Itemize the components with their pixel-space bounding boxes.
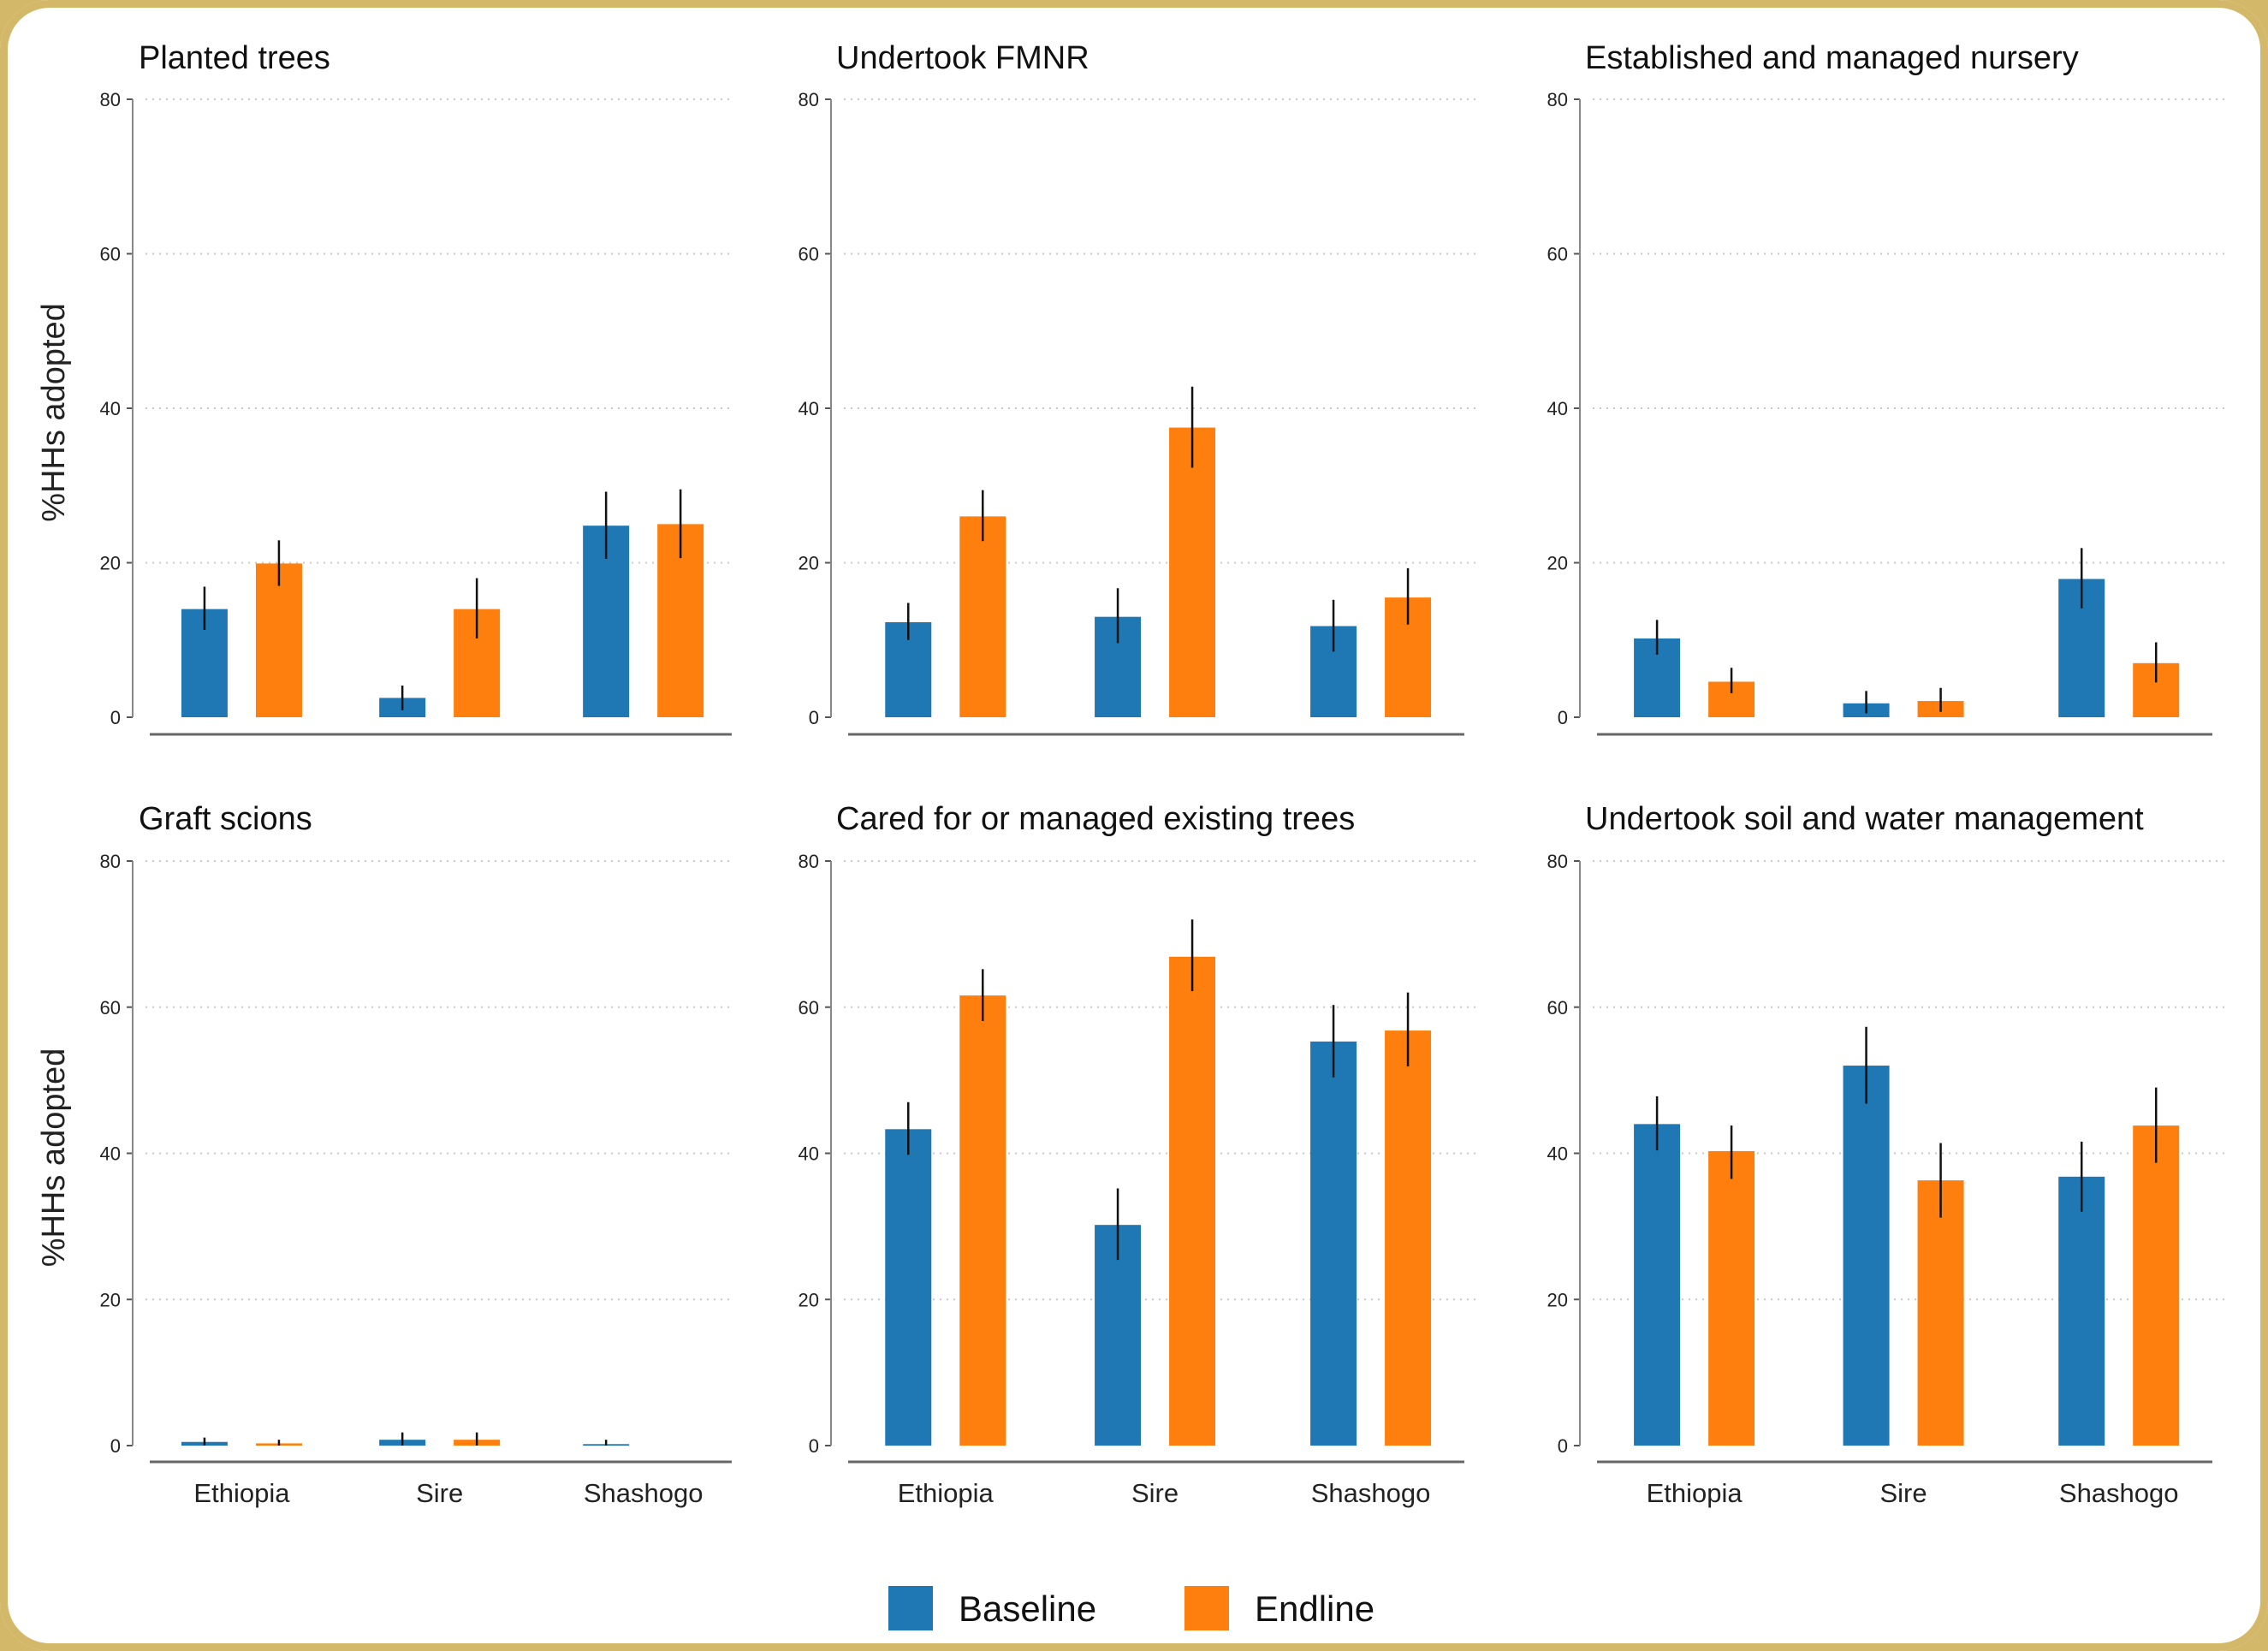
y-tick-label: 40 [100,1143,121,1165]
panel-6: Undertook soil and water management 0 20 40… [1547,801,2228,1508]
bar-baseline-shashogo [2058,1176,2105,1446]
x-tick-label-ethiopia: Ethiopia [898,1478,994,1508]
y-tick-label: 20 [799,553,819,574]
y-tick-label: 20 [100,553,121,574]
y-tick-label: 80 [799,89,819,110]
bar-endline-ethiopia [255,563,302,717]
panel-2: Undertook FMNR 0 20 40 60 80 [799,40,1479,736]
bar-endline-shashogo [2133,1125,2180,1446]
y-tick-label: 0 [809,707,819,728]
y-tick-label: 60 [799,244,819,265]
legend-swatch-baseline [888,1586,933,1630]
y-tick-label: 80 [799,851,819,872]
bar-endline-ethiopia [959,995,1006,1446]
panel-title: Established and managed nursery [1585,40,2079,76]
x-tick-label-sire: Sire [1131,1478,1179,1508]
bar-endline-sire [1169,956,1216,1446]
y-tick-label: 20 [1547,553,1568,574]
panel-4: Graft scions 0 20 40 60 80 %HHs adopted Ethiopi… [36,801,734,1508]
panel-title: Graft scions [139,801,312,837]
y-axis-title: %HHs adopted [36,303,72,522]
y-tick-label: 0 [809,1435,819,1457]
bar-baseline-ethiopia [885,1129,932,1446]
panel-1: Planted trees 0 20 40 60 80 %HHs adopted [36,40,734,736]
y-tick-label: 60 [1547,997,1568,1019]
legend: Baseline Endline [888,1586,1374,1630]
x-tick-label-shashogo: Shashogo [1311,1478,1431,1508]
y-tick-label: 40 [799,1143,819,1165]
y-tick-label: 0 [1558,1435,1568,1457]
panel-title: Planted trees [139,40,330,76]
x-tick-label-sire: Sire [416,1478,463,1508]
y-tick-label: 40 [1547,398,1568,419]
panel-5: Cared for or managed existing trees 0 20 40… [799,801,1479,1508]
bar-baseline-shashogo [1310,1041,1357,1446]
bar-endline-shashogo [1385,1030,1432,1446]
bar-endline-sire [1169,427,1216,717]
x-tick-label-ethiopia: Ethiopia [193,1478,290,1508]
y-tick-label: 80 [100,89,121,110]
y-tick-label: 20 [1547,1289,1568,1310]
bar-endline-ethiopia [1708,1150,1755,1446]
y-tick-label: 40 [100,398,121,419]
x-tick-label-shashogo: Shashogo [584,1478,704,1508]
bar-endline-sire [1917,1180,1964,1446]
legend-label-baseline: Baseline [959,1589,1096,1629]
legend-swatch-endline [1184,1586,1229,1630]
y-tick-label: 20 [100,1289,121,1310]
y-tick-label: 60 [1547,244,1568,265]
panel-3: Established and managed nursery 0 20 40 60 80 [1547,40,2228,736]
bar-baseline-sire [1843,1066,1890,1446]
y-tick-label: 80 [1547,89,1568,110]
y-tick-label: 0 [110,707,121,728]
legend-label-endline: Endline [1255,1589,1374,1629]
y-tick-label: 20 [799,1289,819,1310]
panel-title: Cared for or managed existing trees [836,801,1355,837]
y-tick-label: 0 [110,1435,121,1457]
y-axis-title: %HHs adopted [36,1048,72,1268]
bar-baseline-ethiopia [1634,1124,1681,1446]
panel-title: Undertook soil and water management [1585,801,2144,837]
x-tick-label-ethiopia: Ethiopia [1647,1478,1743,1508]
y-tick-label: 40 [1547,1143,1568,1165]
y-tick-label: 60 [100,244,121,265]
y-tick-label: 40 [799,398,819,419]
x-tick-label-sire: Sire [1879,1478,1927,1508]
panel-title: Undertook FMNR [836,40,1089,76]
y-tick-label: 0 [1558,707,1568,728]
x-tick-label-shashogo: Shashogo [2059,1478,2179,1508]
y-tick-label: 60 [100,997,121,1019]
y-tick-label: 80 [100,851,121,872]
bar-endline-ethiopia [959,516,1006,717]
bar-baseline-sire [1095,1225,1142,1446]
y-tick-label: 80 [1547,851,1568,872]
y-tick-label: 60 [799,997,819,1019]
